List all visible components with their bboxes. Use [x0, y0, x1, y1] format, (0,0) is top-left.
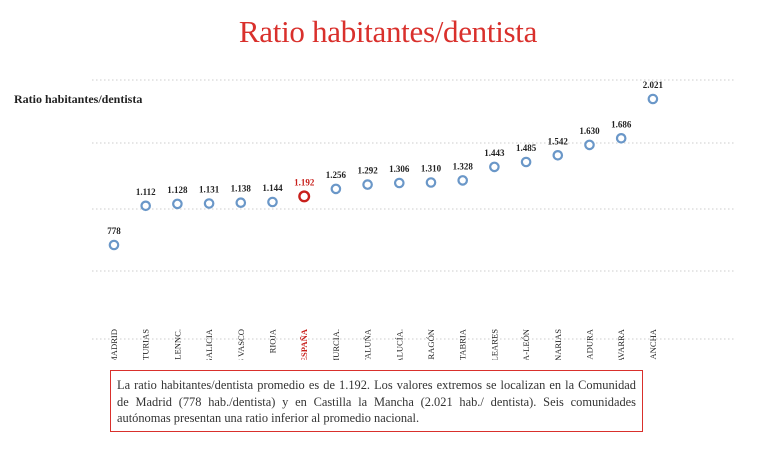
data-point [584, 139, 595, 151]
chart-title: Ratio habitantes/dentista [14, 92, 142, 106]
category-label: ASTURIAS [141, 329, 151, 360]
category-label: CASTILLA-LEÓN [521, 328, 531, 360]
category-label: CASTILLA- LA MANCHA [648, 328, 658, 360]
category-label: MADRID [109, 329, 119, 360]
chart-marks: 778 MADRID 1.112 ASTURIAS 1.128 COM.VALENNC. 1… [107, 80, 663, 360]
data-point [330, 183, 342, 195]
category-label: NAVARRA [616, 328, 626, 360]
data-point [362, 179, 373, 190]
category-label: MURCIA. [331, 329, 341, 360]
value-label: 1.192 [294, 177, 315, 187]
data-point [647, 93, 659, 105]
category-label: CATALUÑA [363, 328, 373, 360]
value-label: 1.292 [357, 166, 378, 176]
value-label: 1.328 [453, 161, 474, 171]
data-point [203, 198, 215, 209]
data-point [140, 200, 151, 212]
value-label: 1.443 [484, 148, 505, 158]
category-label: BALEARES [489, 329, 499, 360]
value-label: 2.021 [643, 80, 664, 90]
data-point [457, 175, 468, 186]
category-label: CANARIAS [553, 329, 563, 360]
data-point [520, 156, 532, 168]
value-label: 1.256 [326, 170, 347, 180]
value-label: 1.128 [167, 185, 188, 195]
summary-note: La ratio habitantes/dentista promedio es… [110, 370, 643, 432]
chart-grid [92, 79, 736, 340]
category-label: ESPAÑA [299, 328, 309, 360]
data-point [108, 239, 120, 251]
data-point [267, 196, 278, 208]
value-label: 1.131 [199, 185, 220, 195]
value-label: 1.686 [611, 119, 632, 129]
value-label: 1.630 [579, 126, 600, 136]
dot-chart: Ratio habitantes/dentista 778 MADRID 1.112… [14, 79, 736, 360]
value-label: 1.542 [548, 136, 569, 146]
data-point [425, 177, 437, 188]
category-label: CANTABRIA [458, 328, 468, 360]
category-label: GALICIA [204, 328, 214, 360]
data-point [298, 190, 311, 203]
data-point [172, 198, 183, 210]
value-label: 1.310 [421, 164, 442, 174]
category-label: ANDALUCÍA. [394, 329, 404, 360]
data-point [615, 133, 627, 144]
value-label: 1.485 [516, 143, 537, 153]
category-label: EXTREMADURA [585, 328, 595, 360]
category-label: COM.VALENNC. [172, 329, 182, 360]
category-label: RIOJA [268, 328, 278, 353]
value-label: 778 [107, 226, 121, 236]
data-point [393, 177, 405, 189]
category-label: PAÍS VASCO [236, 329, 246, 360]
data-point [489, 161, 500, 173]
slide-title: Ratio habitantes/dentista [238, 14, 538, 49]
value-label: 1.144 [262, 183, 283, 193]
data-point [235, 197, 247, 208]
value-label: 1.138 [231, 184, 252, 194]
data-point [552, 150, 564, 161]
category-label: ARAGÓN [426, 328, 436, 360]
value-label: 1.306 [389, 164, 410, 174]
value-label: 1.112 [136, 187, 156, 197]
